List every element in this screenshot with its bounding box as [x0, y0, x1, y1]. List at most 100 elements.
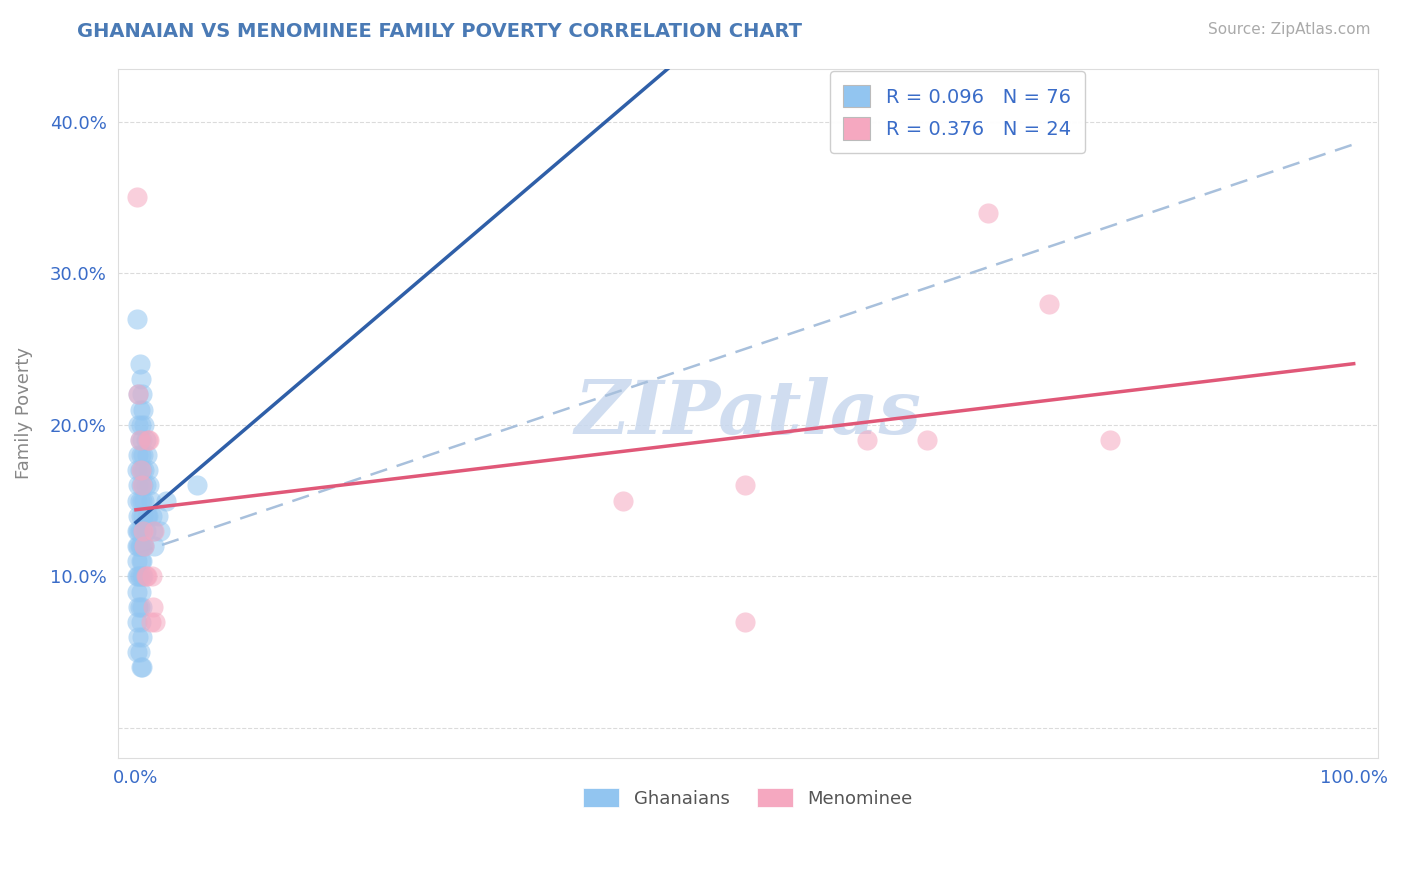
Point: [155, 493, 177, 508]
Point: [132, 478, 155, 492]
Point: [131, 630, 153, 644]
Point: [127, 524, 149, 538]
Point: [127, 630, 149, 644]
Point: [129, 448, 152, 462]
Point: [129, 372, 152, 386]
Point: [132, 448, 155, 462]
Text: GHANAIAN VS MENOMINEE FAMILY POVERTY CORRELATION CHART: GHANAIAN VS MENOMINEE FAMILY POVERTY COR…: [77, 22, 803, 41]
Point: [855, 433, 877, 447]
Point: [127, 478, 149, 492]
Point: [127, 508, 149, 523]
Point: [127, 524, 149, 538]
Point: [131, 493, 153, 508]
Point: [128, 645, 150, 659]
Point: [128, 402, 150, 417]
Point: [132, 569, 155, 583]
Point: [129, 584, 152, 599]
Point: [977, 205, 1000, 219]
Point: [136, 463, 159, 477]
Point: [135, 433, 157, 447]
Point: [138, 478, 160, 492]
Point: [129, 478, 152, 492]
Point: [142, 524, 165, 538]
Point: [131, 599, 153, 614]
Point: [186, 478, 208, 492]
Point: [129, 660, 152, 674]
Point: [135, 569, 157, 583]
Point: [129, 539, 152, 553]
Point: [128, 524, 150, 538]
Point: [127, 615, 149, 629]
Point: [143, 524, 166, 538]
Point: [141, 569, 163, 583]
Point: [127, 554, 149, 568]
Point: [128, 463, 150, 477]
Point: [127, 190, 149, 204]
Point: [127, 311, 149, 326]
Point: [131, 478, 153, 492]
Point: [127, 463, 149, 477]
Point: [131, 524, 153, 538]
Point: [128, 357, 150, 371]
Point: [734, 615, 756, 629]
Point: [132, 539, 155, 553]
Point: [132, 508, 155, 523]
Point: [134, 493, 156, 508]
Point: [134, 463, 156, 477]
Y-axis label: Family Poverty: Family Poverty: [15, 347, 32, 479]
Point: [128, 539, 150, 553]
Point: [131, 569, 153, 583]
Text: Source: ZipAtlas.com: Source: ZipAtlas.com: [1208, 22, 1371, 37]
Text: ZIPatlas: ZIPatlas: [575, 377, 921, 450]
Point: [127, 569, 149, 583]
Point: [127, 539, 149, 553]
Point: [136, 508, 159, 523]
Point: [149, 524, 172, 538]
Point: [129, 463, 152, 477]
Point: [131, 387, 153, 401]
Point: [139, 493, 162, 508]
Point: [129, 615, 152, 629]
Point: [128, 433, 150, 447]
Point: [134, 539, 156, 553]
Point: [142, 599, 165, 614]
Point: [132, 524, 155, 538]
Point: [129, 417, 152, 432]
Legend: Ghanaians, Menominee: Ghanaians, Menominee: [576, 781, 920, 815]
Point: [138, 433, 160, 447]
Point: [141, 508, 163, 523]
Point: [136, 433, 159, 447]
Point: [1099, 433, 1122, 447]
Point: [134, 539, 156, 553]
Point: [129, 508, 152, 523]
Point: [917, 433, 939, 447]
Point: [127, 645, 149, 659]
Point: [612, 493, 634, 508]
Point: [131, 554, 153, 568]
Point: [127, 387, 149, 401]
Point: [135, 508, 157, 523]
Point: [127, 599, 149, 614]
Point: [135, 478, 157, 492]
Point: [132, 402, 155, 417]
Point: [145, 615, 167, 629]
Point: [129, 554, 152, 568]
Point: [127, 539, 149, 553]
Point: [128, 569, 150, 583]
Point: [127, 569, 149, 583]
Point: [127, 387, 149, 401]
Point: [135, 569, 157, 583]
Point: [127, 417, 149, 432]
Point: [127, 448, 149, 462]
Point: [127, 584, 149, 599]
Point: [131, 433, 153, 447]
Point: [128, 493, 150, 508]
Point: [134, 417, 156, 432]
Point: [127, 493, 149, 508]
Point: [131, 660, 153, 674]
Point: [131, 463, 153, 477]
Point: [135, 524, 157, 538]
Point: [734, 478, 756, 492]
Point: [146, 508, 169, 523]
Point: [139, 615, 162, 629]
